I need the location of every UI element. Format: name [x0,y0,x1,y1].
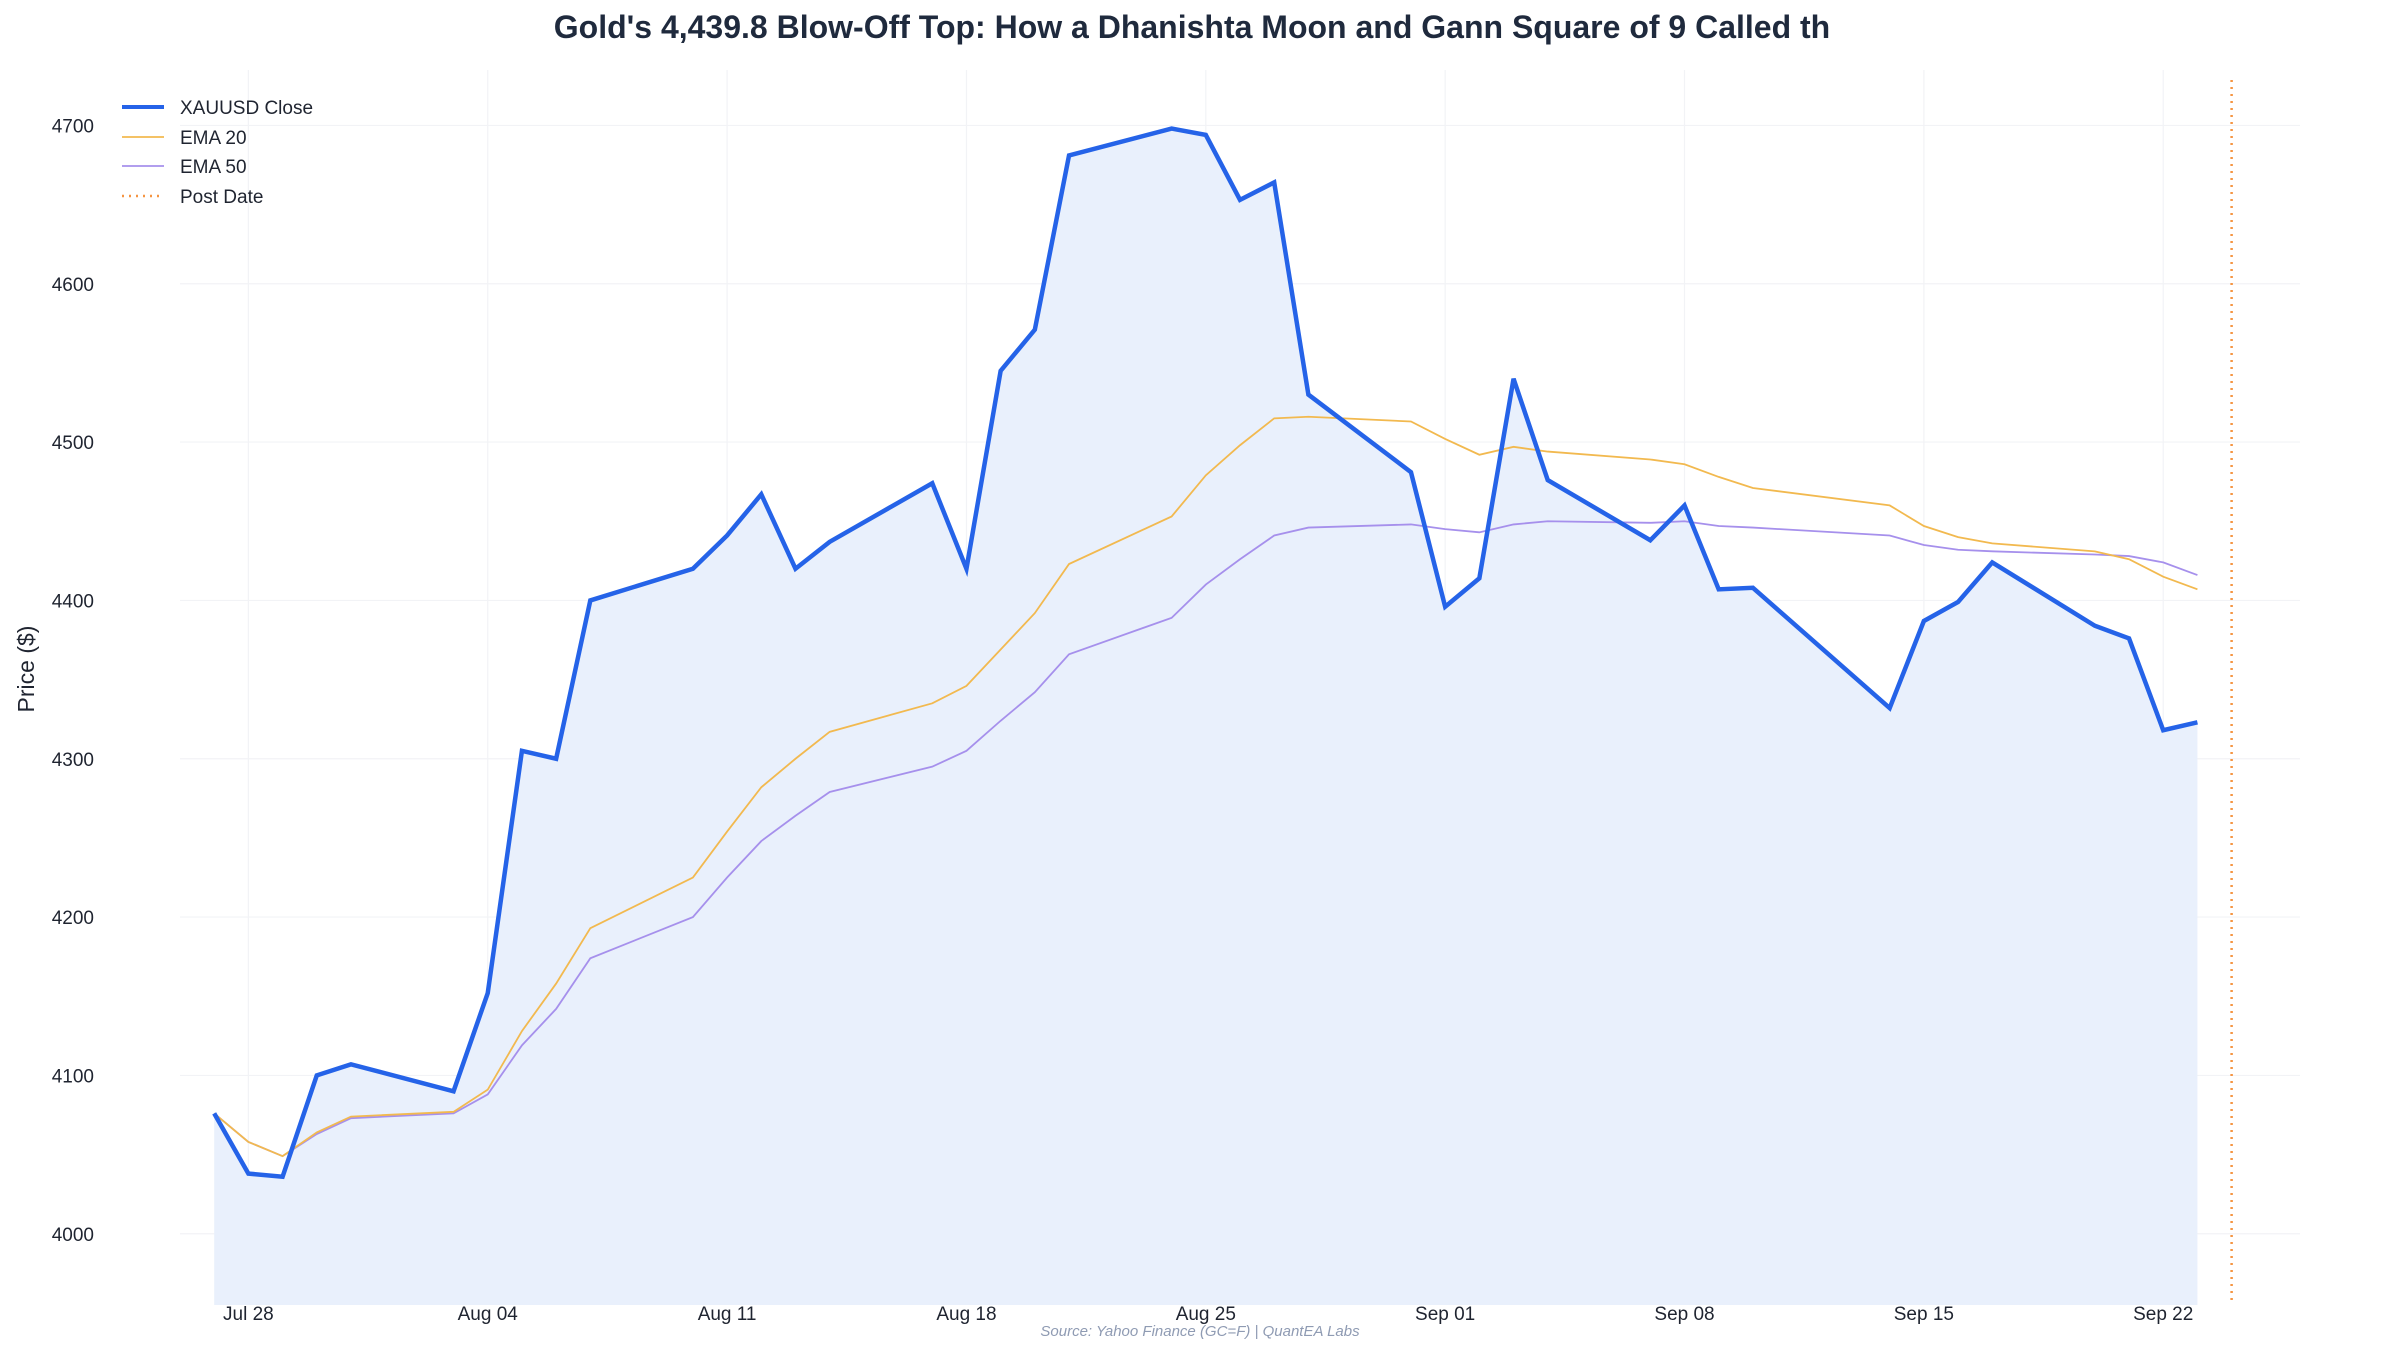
x-tick-label: Aug 25 [1176,1304,1236,1325]
y-tick-label: 4000 [52,1225,94,1246]
series-line-ema20 [213,415,2198,1158]
source-note: Source: Yahoo Finance (GC=F) | QuantEA L… [1040,1323,1360,1340]
y-tick-label: 4300 [52,750,94,771]
y-tick-label: 4400 [52,591,94,612]
y-axis-ticks: 4000 4100 4200 4300 4400 4500 4600 4700 [52,116,94,1245]
series-lines [212,126,2198,1180]
legend: XAUUSD Close EMA 20 EMA 50 Post Date [122,98,313,208]
y-axis-label: Price ($) [13,626,39,713]
x-tick-label: Jul 28 [223,1304,274,1325]
y-tick-label: 4600 [52,275,94,296]
x-tick-label: Aug 11 [698,1304,757,1325]
x-axis-ticks: Jul 28 Aug 04 Aug 11 Aug 18 Aug 25 Sep 01 Sep … [223,1304,2193,1325]
series-line-close [212,126,2198,1180]
chart-title: Gold's 4,439.8 Blow-Off Top: How a Dhani… [554,9,1830,45]
legend-post-label: Post Date [180,187,263,208]
legend-ema50-label: EMA 50 [180,157,247,178]
y-tick-label: 4200 [52,908,94,929]
x-tick-label: Sep 15 [1894,1304,1954,1325]
x-tick-label: Sep 08 [1654,1304,1714,1325]
y-tick-label: 4700 [52,116,94,137]
y-tick-label: 4500 [52,433,94,454]
legend-ema20-label: EMA 20 [180,128,247,149]
series-line-ema50 [213,520,2198,1158]
x-tick-label: Aug 04 [458,1304,519,1325]
x-tick-label: Aug 18 [936,1304,996,1325]
legend-close-label: XAUUSD Close [180,98,313,119]
close-area-fill [214,128,2198,1305]
x-tick-label: Sep 22 [2133,1304,2193,1325]
x-tick-label: Sep 01 [1415,1304,1475,1325]
y-tick-label: 4100 [52,1066,94,1087]
